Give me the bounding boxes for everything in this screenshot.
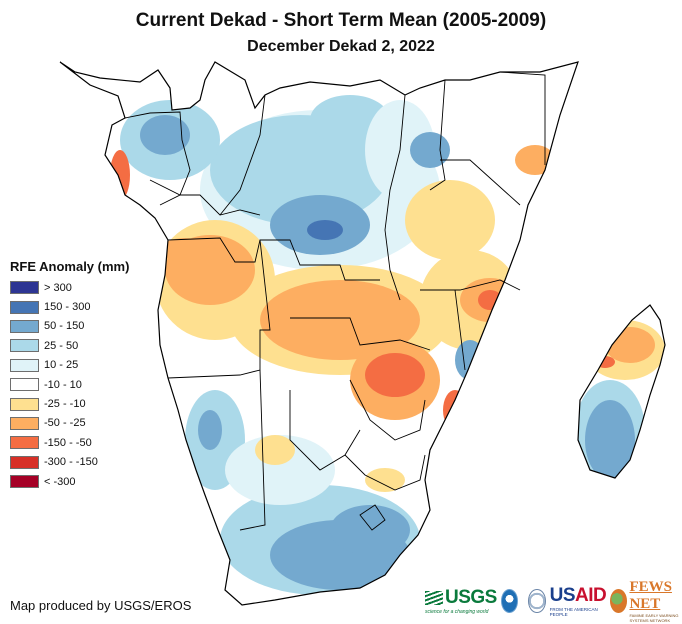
legend-item: 10 - 25 (10, 356, 129, 375)
legend-item: 50 - 150 (10, 317, 129, 336)
legend-label: > 300 (44, 281, 72, 294)
map-title: Current Dekad - Short Term Mean (2005-20… (135, 10, 547, 31)
legend: RFE Anomaly (mm) > 300 150 - 300 50 - 150 2… (10, 259, 129, 491)
legend-label: -150 - -50 (44, 436, 92, 449)
legend-label: < -300 (44, 475, 76, 488)
legend-label: -300 - -150 (44, 456, 98, 469)
credit-text: Map produced by USGS/EROS (10, 598, 192, 613)
usgs-logo-text: USGS (445, 587, 497, 608)
legend-swatch (10, 378, 39, 392)
country-borders (124, 71, 546, 531)
fewsnet-tagline: FAMINE EARLY WARNING SYSTEMS NETWORK (629, 613, 679, 623)
legend-swatch (10, 319, 39, 333)
legend-title: RFE Anomaly (mm) (10, 259, 130, 274)
usaid-suffix: AID (575, 585, 607, 606)
legend-swatch (10, 475, 39, 489)
legend-label: -10 - 10 (44, 378, 82, 391)
fewsnet-logo-text: FEWS NET (629, 579, 672, 612)
legend-item: -300 - -150 (10, 453, 129, 472)
legend-swatch (10, 339, 39, 353)
usgs-waves-icon (425, 591, 443, 605)
usaid-seal-icon (528, 589, 546, 613)
usaid-prefix: US (549, 585, 576, 606)
legend-item: 25 - 50 (10, 336, 129, 355)
legend-item: -10 - 10 (10, 375, 129, 394)
legend-label: -50 - -25 (44, 417, 86, 430)
legend-swatch (10, 281, 39, 295)
noaa-logo-icon (500, 589, 519, 613)
legend-swatch (10, 358, 39, 372)
legend-swatch (10, 436, 39, 450)
fewsnet-logo: FEWS NET FAMINE EARLY WARNING SYSTEMS NE… (610, 579, 682, 623)
legend-label: 25 - 50 (44, 339, 79, 352)
map-subtitle: December Dekad 2, 2022 (247, 38, 435, 55)
legend-item: 150 - 300 (10, 297, 129, 316)
usaid-logo: USAID FROM THE AMERICAN PEOPLE (550, 585, 607, 617)
coastlines (59, 61, 666, 606)
legend-swatch (10, 416, 39, 430)
usgs-tagline: science for a changing world (425, 609, 489, 615)
usgs-logo: USGS science for a changing world (425, 587, 497, 615)
legend-label: 10 - 25 (44, 359, 79, 372)
anomaly-map (59, 61, 666, 606)
legend-swatch (10, 397, 39, 411)
logo-strip: USGS science for a changing world USAID … (425, 579, 682, 623)
usaid-tagline: FROM THE AMERICAN PEOPLE (549, 607, 598, 617)
legend-swatch (10, 300, 39, 314)
legend-label: 150 - 300 (44, 301, 91, 314)
legend-item: -25 - -10 (10, 394, 129, 413)
legend-swatch (10, 455, 39, 469)
legend-item: -50 - -25 (10, 414, 129, 433)
legend-item: -150 - -50 (10, 433, 129, 452)
legend-item: > 300 (10, 278, 129, 297)
globe-icon (610, 589, 628, 613)
legend-label: 50 - 150 (44, 320, 85, 333)
legend-item: < -300 (10, 472, 129, 491)
legend-label: -25 - -10 (44, 398, 86, 411)
